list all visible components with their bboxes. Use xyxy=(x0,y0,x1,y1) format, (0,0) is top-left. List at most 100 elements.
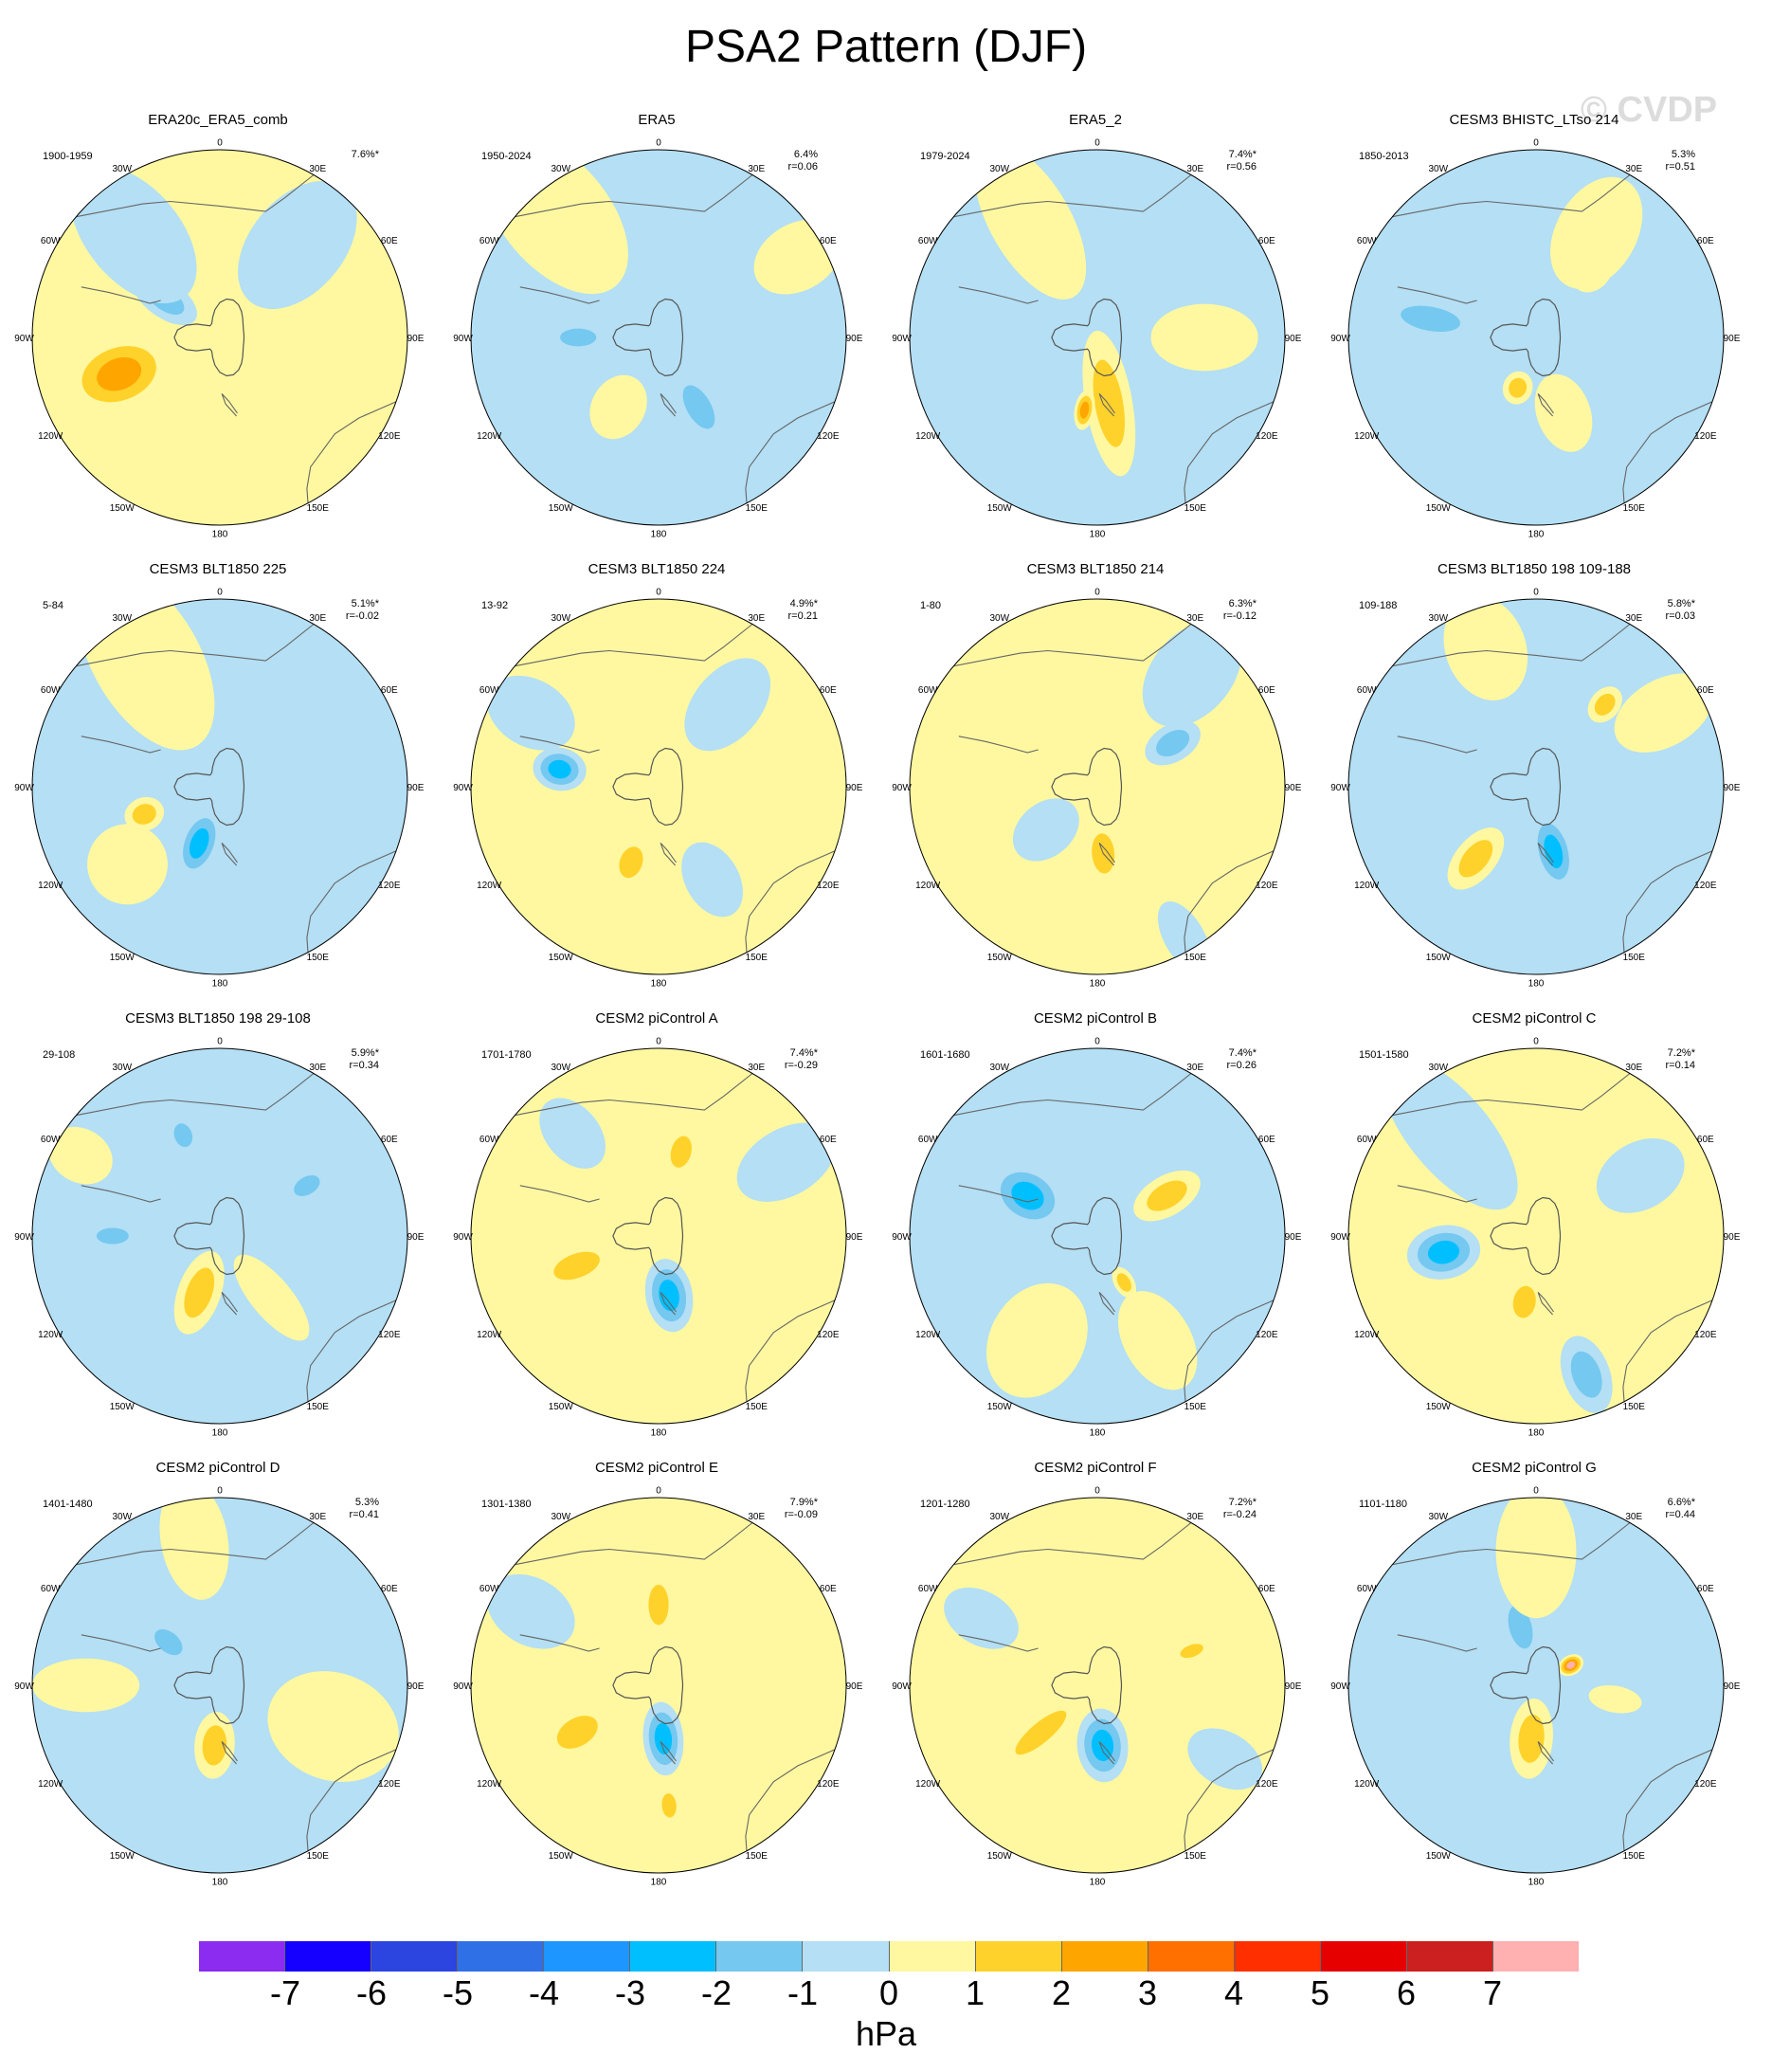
longitude-label: 150W xyxy=(1426,1402,1452,1412)
colorbar-swatch xyxy=(716,1941,804,1972)
variance-percent: 5.8%* xyxy=(1668,598,1696,609)
coastline xyxy=(519,286,600,304)
longitude-label: 120E xyxy=(817,431,840,442)
map-border xyxy=(909,149,1286,526)
coastline xyxy=(306,850,397,953)
longitude-label: 30W xyxy=(989,613,1009,624)
variance-percent: 7.6%* xyxy=(352,149,380,160)
coastline xyxy=(660,1292,677,1316)
anomaly-contour xyxy=(1147,1180,1187,1211)
longitude-label: 90W xyxy=(14,1232,34,1243)
coastline xyxy=(519,1185,600,1203)
panel-title: CESM2 piControl F xyxy=(1034,1460,1157,1476)
anomaly-contour xyxy=(96,1227,129,1245)
longitude-label: 30W xyxy=(989,1063,1009,1073)
longitude-label: 90E xyxy=(1724,334,1741,344)
anomaly-contour xyxy=(560,328,597,347)
longitude-label: 120W xyxy=(38,881,63,891)
longitude-label: 90W xyxy=(1330,1232,1350,1243)
longitude-label: 150E xyxy=(1623,1402,1646,1412)
longitude-label: 90W xyxy=(453,1681,473,1692)
anomaly-contour xyxy=(1382,1057,1518,1210)
polar-map: 0 30E 60E 90E 120E 150E 180 150W 120W 90W 60W 30W 18… xyxy=(1330,138,1741,540)
longitude-label: 120E xyxy=(817,881,840,891)
map-background xyxy=(32,1498,407,1873)
panel-title: CESM3 BHISTC_LTso 214 xyxy=(1449,112,1619,128)
anomaly-contour xyxy=(539,1098,606,1169)
colorbar-swatch xyxy=(544,1941,631,1972)
coastline xyxy=(1392,1073,1631,1117)
longitude-label: 150E xyxy=(1184,953,1207,963)
longitude-label: 30W xyxy=(112,1063,132,1073)
coastline xyxy=(953,1522,1192,1566)
years-label: 1850-2013 xyxy=(1359,151,1409,162)
longitude-label: 150E xyxy=(746,1851,768,1862)
anomaly-contour xyxy=(1570,1351,1602,1398)
longitude-label: 30E xyxy=(748,1512,765,1522)
coastline xyxy=(1098,393,1115,417)
map-panel: CESM2 piControl A 0 30E 60E 90E 120E 150E 180 15… xyxy=(439,1010,875,1456)
longitude-label: 30W xyxy=(551,613,570,624)
anomaly-contour xyxy=(1509,377,1528,398)
polar-map: 0 30E 60E 90E 120E 150E 180 150W 120W 90W 60W 30W 10… xyxy=(1330,588,1740,990)
longitude-label: 180 xyxy=(212,529,228,539)
longitude-label: 180 xyxy=(1090,978,1106,989)
anomaly-contour xyxy=(294,1174,320,1196)
map-panel: CESM3 BLT1850 224 0 30E 60E 90E 120E 150E 180 15… xyxy=(439,561,875,1007)
anomaly-contour xyxy=(267,1671,399,1782)
longitude-label: 180 xyxy=(1528,1427,1545,1438)
years-label: 1101-1180 xyxy=(1359,1499,1407,1510)
longitude-label: 0 xyxy=(217,588,223,598)
longitude-label: 30W xyxy=(1428,1512,1448,1522)
longitude-label: 150W xyxy=(110,1402,136,1412)
anomaly-contour xyxy=(1566,1661,1576,1669)
pattern-correlation: r=-0.24 xyxy=(1223,1509,1257,1520)
map-panel: ERA20c_ERA5_comb 0 30E 60E 90E 120E 150E 180 150… xyxy=(0,112,436,557)
longitude-label: 90E xyxy=(846,783,863,793)
anomaly-contour xyxy=(682,385,715,429)
anomaly-contour xyxy=(670,1136,692,1168)
longitude-label: 30E xyxy=(309,1063,326,1073)
map-background xyxy=(32,1048,407,1424)
coastline xyxy=(515,1073,753,1117)
map-panel: CESM3 BLT1850 225 0 30E 60E 90E 120E 150E 180 15… xyxy=(0,561,436,1007)
anomaly-contour xyxy=(70,166,197,304)
anomaly-contour xyxy=(1512,1285,1536,1318)
longitude-label: 120W xyxy=(915,1779,941,1790)
coastline xyxy=(745,1749,836,1851)
longitude-label: 60W xyxy=(479,1584,499,1594)
panel-title: CESM3 BLT1850 224 xyxy=(588,561,726,577)
antarctica-coastline xyxy=(1490,1645,1562,1725)
longitude-label: 30E xyxy=(1186,164,1203,174)
years-label: 1-80 xyxy=(920,600,941,611)
pattern-correlation: r=0.34 xyxy=(350,1060,380,1071)
panel-title: CESM2 piControl D xyxy=(155,1460,280,1476)
longitude-label: 0 xyxy=(217,1486,223,1497)
coastline xyxy=(1098,1292,1115,1316)
longitude-label: 90W xyxy=(453,783,473,793)
anomaly-contour xyxy=(659,1280,679,1312)
longitude-label: 60E xyxy=(1697,1584,1714,1594)
longitude-label: 60W xyxy=(918,1584,938,1594)
coastline xyxy=(221,1741,238,1765)
anomaly-contour xyxy=(1093,359,1125,447)
anomaly-contour xyxy=(1495,1498,1577,1619)
longitude-label: 90E xyxy=(1724,1232,1741,1243)
antarctica-coastline xyxy=(173,747,245,827)
map-border xyxy=(470,1047,847,1425)
colorbar-units: hPa xyxy=(855,2014,917,2053)
colorbar-tick-label: -3 xyxy=(614,1973,646,2012)
longitude-label: 90W xyxy=(892,783,912,793)
panel-title: CESM3 BLT1850 198 109-188 xyxy=(1437,561,1632,577)
longitude-label: 150W xyxy=(987,1851,1013,1862)
panel-title: CESM2 piControl A xyxy=(595,1010,718,1027)
years-label: 1501-1580 xyxy=(1359,1049,1409,1061)
longitude-label: 60E xyxy=(820,1584,837,1594)
map-panel: CESM2 piControl B 0 30E 60E 90E 120E 150E 180 15… xyxy=(877,1010,1313,1456)
longitude-label: 120E xyxy=(1694,431,1717,442)
coastline xyxy=(515,624,753,667)
longitude-label: 60W xyxy=(1357,1584,1377,1594)
longitude-label: 0 xyxy=(1094,1037,1100,1047)
polar-map: 0 30E 60E 90E 120E 150E 180 150W 120W 90W 60W 30W 14… xyxy=(14,1486,424,1888)
anomaly-contour xyxy=(1180,1644,1203,1659)
